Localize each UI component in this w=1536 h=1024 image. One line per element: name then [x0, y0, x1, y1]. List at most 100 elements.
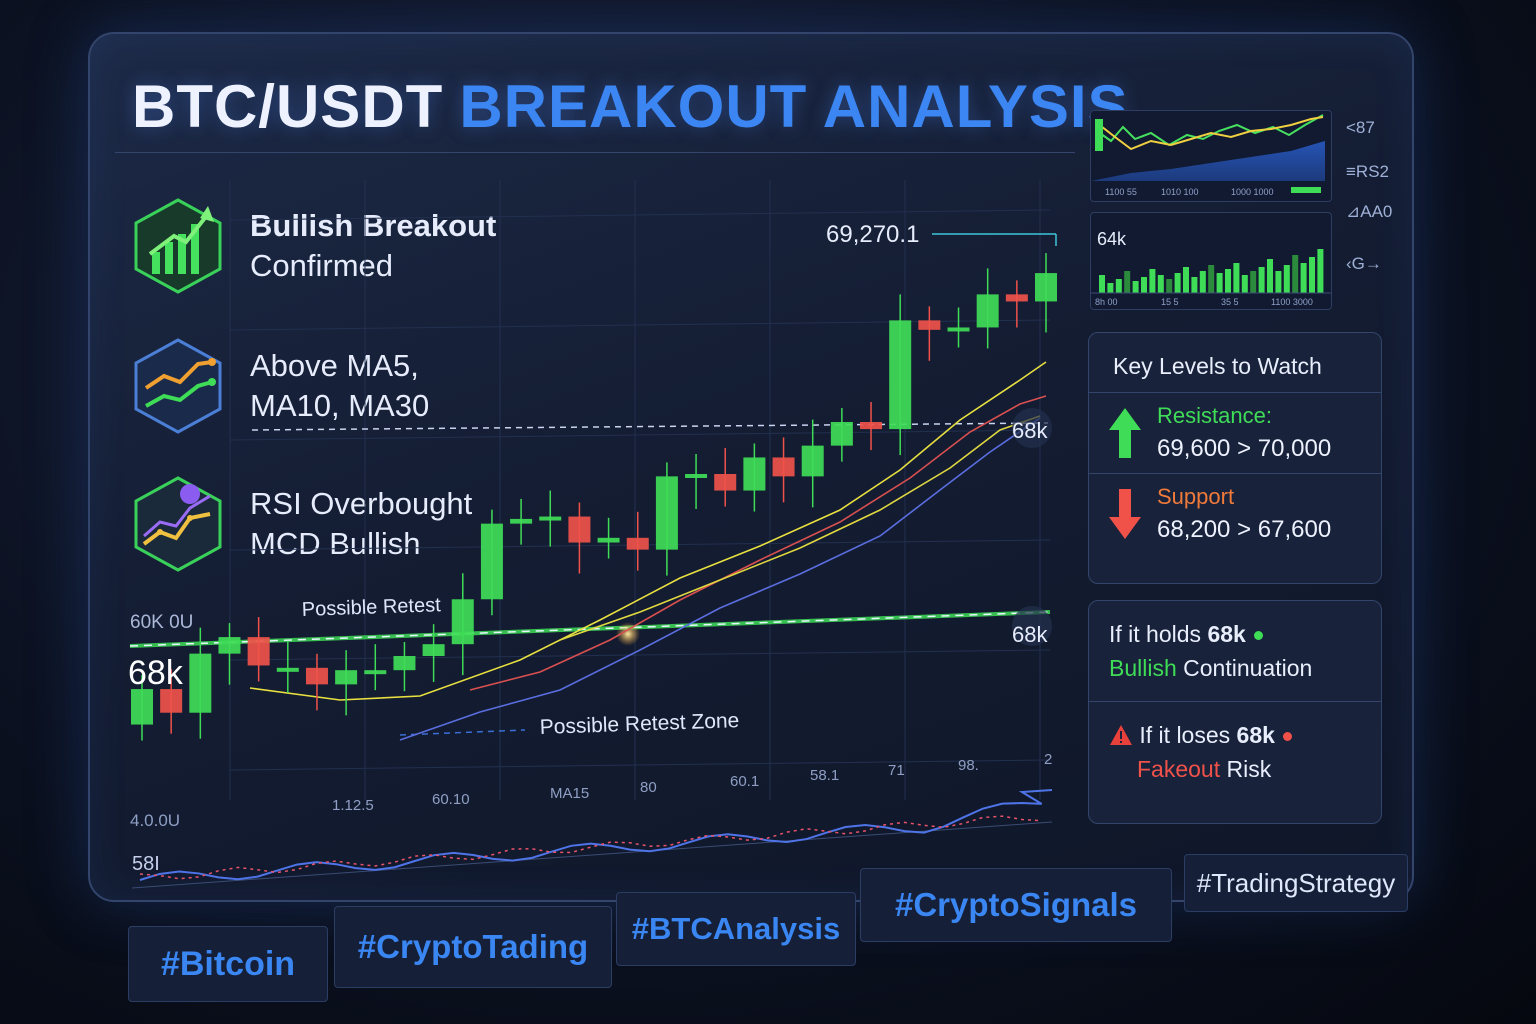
side-button-4[interactable]: ‹G→ — [1346, 254, 1382, 273]
mini2-tick-3: 35 5 — [1221, 297, 1239, 307]
ma5-line — [249, 361, 1047, 701]
grid-hline — [229, 649, 1051, 661]
indicator-baseline — [131, 821, 1053, 889]
mini2-volume-bar — [1208, 265, 1215, 293]
candle-body — [655, 476, 678, 550]
candle-body — [247, 637, 270, 666]
candle-body — [1005, 294, 1028, 302]
price-label: 69,270.1 — [826, 221, 919, 248]
warning-triangle-icon — [1110, 725, 1132, 745]
mini2-volume-bar — [1267, 259, 1273, 293]
candle-body — [305, 667, 328, 685]
x-tick-label: MA15 — [550, 785, 589, 802]
hashtag-btcanalysis[interactable]: #BTCAnalysis — [616, 892, 856, 966]
key-levels-title: Key Levels to Watch — [1089, 333, 1381, 393]
hashtag-cryptotrading[interactable]: #CryptoTading — [334, 906, 612, 988]
feature-breakout-title: Bullish Breakout — [250, 208, 497, 243]
mini-chart-top[interactable]: 1100 55 1010 100 1000 1000 — [1090, 110, 1332, 202]
candle-body — [451, 599, 474, 645]
mini2-volume-bar — [1300, 263, 1307, 293]
mini2-volume-bar — [1292, 255, 1299, 293]
indicator-line-red — [139, 815, 1042, 880]
hold-result-bullish: Bullish — [1109, 655, 1177, 681]
mini2-volume-bar — [1115, 279, 1122, 293]
candle-body — [860, 422, 883, 430]
candle-body — [276, 667, 299, 672]
x-tick-label: 58.1 — [810, 767, 839, 784]
mini2-volume-bar — [1199, 271, 1206, 293]
candle-body — [539, 516, 562, 521]
indicator-line-blue — [139, 789, 1053, 881]
ma10-line — [469, 395, 1047, 691]
mini1-tick-1: 1100 55 — [1105, 187, 1137, 197]
candle-body — [189, 653, 212, 713]
ma-inner-line — [559, 415, 1041, 641]
x-axis-ticks: 1.12.5 60.10 MA15 80 60.1 58.1 71 98. 2 — [332, 751, 1052, 814]
mini-chart-volume[interactable]: 64k 8h 00 15 5 35 5 1100 3000 — [1090, 212, 1332, 310]
title-analysis: BREAKOUT ANALYSIS — [459, 73, 1129, 140]
candle-body — [1035, 273, 1057, 302]
grid-hline — [229, 429, 1051, 441]
candle-body — [626, 537, 649, 550]
hashtag-tradingstrategy[interactable]: #TradingStrategy — [1184, 854, 1408, 912]
hashtag-bar: #Bitcoin #CryptoTading #BTCAnalysis #Cry… — [128, 846, 1408, 1006]
retest-point-marker — [616, 622, 640, 646]
lose-result-fakeout: Fakeout — [1137, 756, 1221, 782]
mini1-progress — [1291, 187, 1321, 193]
side-button-1[interactable]: <87 — [1346, 118, 1375, 137]
x-tick-label: 2 — [1044, 751, 1052, 768]
resistance-label: Resistance: — [1157, 403, 1272, 428]
mini1-area-fill — [1091, 141, 1325, 181]
lose-result-rest: Risk — [1226, 756, 1272, 782]
mini2-price-label: 64k — [1097, 229, 1127, 249]
retest-zone-label: Possible Retest Zone — [539, 709, 739, 739]
x-tick-label: 60.1 — [730, 773, 759, 790]
candles-group — [131, 253, 1057, 741]
mini2-volume-bar — [1233, 263, 1240, 293]
scenario-card: If it holds 68k Bullish Continuation If … — [1088, 600, 1382, 824]
support-value: 68,200 > 67,600 — [1157, 516, 1332, 543]
side-button-3[interactable]: ⊿AA0 — [1346, 202, 1393, 221]
candle-body — [830, 422, 853, 446]
title-divider — [115, 152, 1075, 153]
mini1-green-line — [1096, 114, 1324, 147]
lose-prefix: If it loses — [1139, 722, 1231, 748]
mini2-volume-bar — [1225, 269, 1231, 293]
mini2-tick-2: 15 5 — [1161, 297, 1179, 307]
candle-body — [218, 637, 241, 654]
candle-body — [131, 689, 153, 725]
level-68k-right-mid: 68k — [1012, 622, 1048, 647]
resistance-row: Resistance: 69,600 > 70,000 — [1089, 393, 1381, 474]
mini2-volume-bar — [1107, 283, 1114, 293]
mini2-volume-bar — [1317, 249, 1324, 293]
candle-body — [422, 644, 445, 656]
mini2-volume-bar — [1132, 281, 1139, 293]
lose-status-dot — [1282, 732, 1292, 742]
grid-hline — [229, 759, 1051, 771]
x-tick-label: 60.10 — [432, 791, 470, 808]
dashed-level-upper — [251, 422, 1049, 431]
feature-rsi: RSI Overbought MCD Bullish — [128, 474, 472, 574]
mini2-tick-4: 1100 3000 — [1271, 297, 1313, 307]
side-button-2[interactable]: ≡RS2 — [1346, 162, 1389, 181]
axis-label-top-left: 60K 0U — [130, 612, 193, 633]
mini2-volume-bar — [1149, 269, 1156, 293]
hashtag-cryptosignals[interactable]: #CryptoSignals — [860, 868, 1172, 942]
mini1-bar — [1095, 119, 1103, 151]
page-title: BTC/USDT BREAKOUT ANALYSIS — [132, 72, 1129, 141]
hashtag-bitcoin[interactable]: #Bitcoin — [128, 926, 328, 1002]
mini-chart-volume-plot: 64k 8h 00 15 5 35 5 1100 3000 — [1091, 229, 1331, 307]
candle-body — [772, 457, 795, 477]
arrow-up-icon — [1109, 408, 1141, 458]
feature-breakout: Bullish Breakout Confirmed — [128, 196, 496, 296]
possible-retest-label: Possible Retest — [301, 594, 441, 621]
mini2-volume-bar — [1275, 271, 1282, 293]
lose-level: 68k — [1236, 722, 1275, 748]
hold-status-dot — [1253, 631, 1263, 641]
level-bubble-lower — [1012, 606, 1052, 646]
indicator-label: 58I — [132, 853, 160, 875]
mini2-volume-bars — [1099, 249, 1324, 293]
feature-breakout-sub: Confirmed — [250, 248, 393, 283]
support-label: Support — [1157, 484, 1235, 509]
